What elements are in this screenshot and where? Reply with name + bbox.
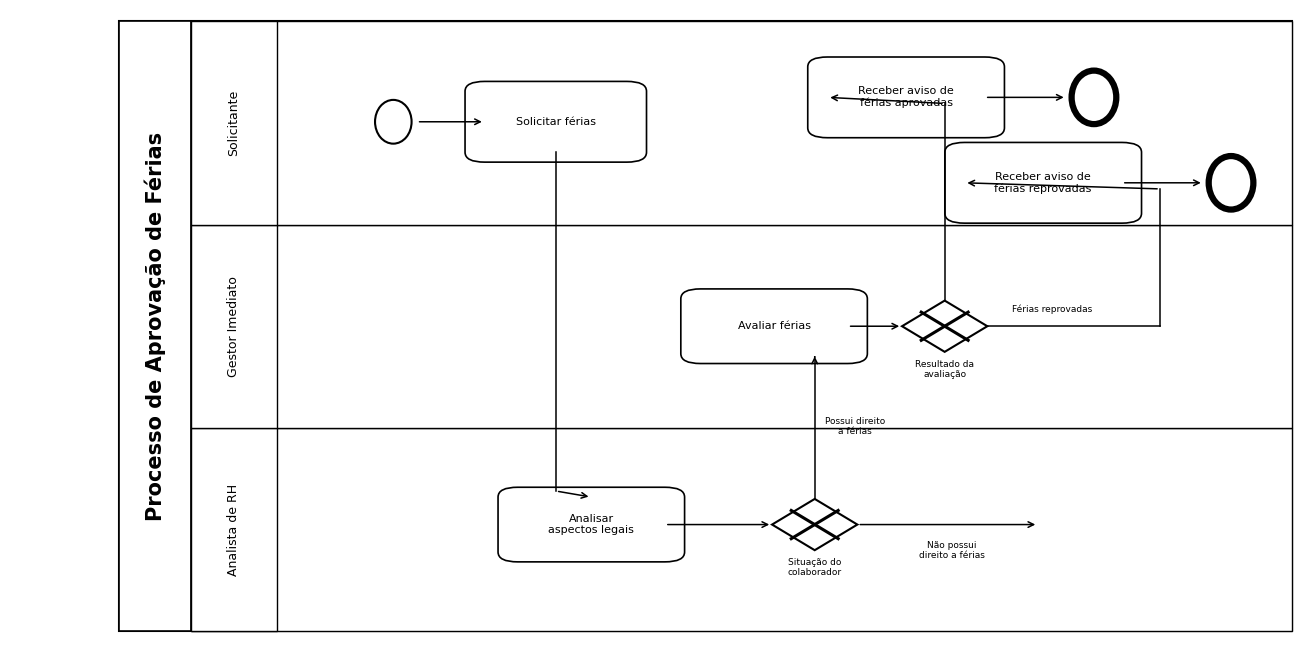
- Text: Avaliar férias: Avaliar férias: [738, 321, 810, 331]
- Text: Gestor Imediato: Gestor Imediato: [227, 275, 240, 377]
- Bar: [192, 428, 1292, 631]
- Text: Solicitar férias: Solicitar férias: [516, 117, 596, 127]
- FancyBboxPatch shape: [945, 142, 1141, 223]
- FancyBboxPatch shape: [681, 289, 868, 364]
- Polygon shape: [902, 301, 987, 352]
- Text: Receber aviso de
férias reprovadas: Receber aviso de férias reprovadas: [994, 172, 1092, 194]
- Text: Possui direito
a férias: Possui direito a férias: [825, 416, 885, 436]
- Bar: [192, 428, 277, 631]
- Bar: [192, 21, 277, 225]
- Text: Férias reprovadas: Férias reprovadas: [1012, 305, 1092, 314]
- Ellipse shape: [1071, 71, 1116, 124]
- Bar: [192, 225, 277, 428]
- Text: Solicitante: Solicitante: [227, 90, 240, 156]
- Text: Não possui
direito a férias: Não possui direito a férias: [919, 541, 985, 560]
- Bar: [119, 21, 192, 631]
- Bar: [119, 21, 1292, 631]
- Bar: [192, 21, 1292, 225]
- FancyBboxPatch shape: [807, 57, 1004, 138]
- Text: Situação do
colaborador: Situação do colaborador: [788, 558, 842, 577]
- Text: Analisar
aspectos legais: Analisar aspectos legais: [549, 514, 634, 535]
- Ellipse shape: [1209, 156, 1254, 210]
- Bar: [192, 225, 1292, 428]
- Text: Resultado da
avaliação: Resultado da avaliação: [915, 360, 974, 379]
- FancyBboxPatch shape: [498, 487, 684, 562]
- Text: Receber aviso de
férias aprovadas: Receber aviso de férias aprovadas: [859, 86, 955, 109]
- FancyBboxPatch shape: [465, 82, 646, 162]
- Polygon shape: [772, 499, 857, 550]
- Text: Processo de Aprovação de Férias: Processo de Aprovação de Férias: [144, 132, 165, 521]
- Ellipse shape: [376, 100, 411, 144]
- Text: Analista de RH: Analista de RH: [227, 484, 240, 576]
